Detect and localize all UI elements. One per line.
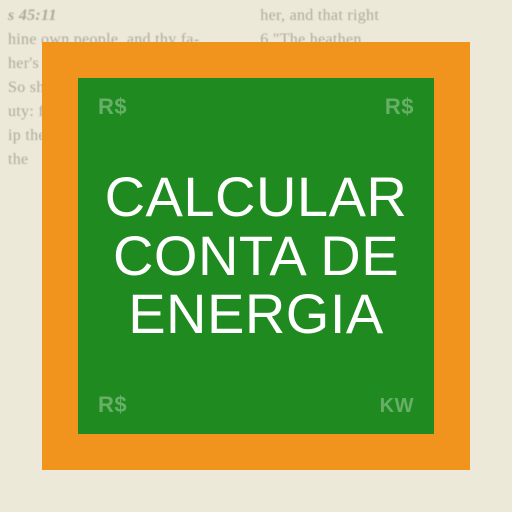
bg-line: ip the [8,127,46,144]
corner-label-tl: R$ [98,94,127,120]
bg-line: the [8,151,28,168]
verse-reference: s 45:11 [8,7,57,24]
corner-label-bl: R$ [98,392,127,418]
app-icon-inner: R$ R$ R$ KW CALCULAR CONTA DE ENERGIA [78,78,434,434]
app-icon-frame[interactable]: R$ R$ R$ KW CALCULAR CONTA DE ENERGIA [42,42,470,470]
corner-label-br: KW [380,395,414,418]
bg-line: her, and that right [260,7,379,24]
corner-label-tr: R$ [385,94,414,120]
app-icon-title: CALCULAR CONTA DE ENERGIA [105,168,408,344]
